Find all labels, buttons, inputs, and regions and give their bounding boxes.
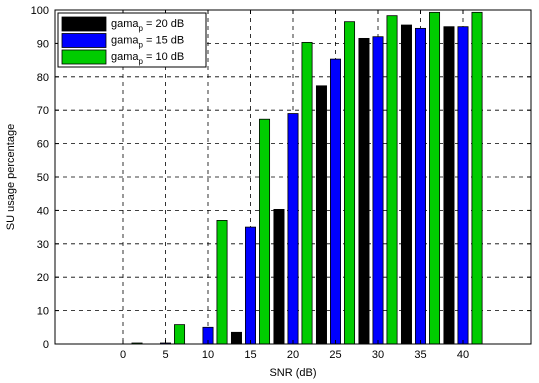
legend-swatch xyxy=(61,49,107,65)
bar-series-3 xyxy=(259,118,271,345)
y-tick-label: 40 xyxy=(37,205,49,217)
bar-series-2 xyxy=(287,113,299,345)
legend-entry-label: gamap = 20 dB xyxy=(111,18,184,33)
x-tick-label: 15 xyxy=(244,349,256,361)
bar-series-3 xyxy=(174,324,186,345)
bar-series-3 xyxy=(216,220,228,345)
y-tick-label: 10 xyxy=(37,306,49,318)
bar-series-1 xyxy=(443,26,455,345)
x-tick-label: 25 xyxy=(329,349,341,361)
bar-series-1 xyxy=(358,37,370,345)
bar-series-1 xyxy=(273,208,285,345)
y-tick-label: 0 xyxy=(43,339,49,351)
bar-series-1 xyxy=(315,85,327,345)
x-tick-label: 10 xyxy=(202,349,214,361)
y-tick-label: 70 xyxy=(37,105,49,117)
y-tick-label: 50 xyxy=(37,172,49,184)
x-tick-label: 30 xyxy=(372,349,384,361)
y-tick-label: 60 xyxy=(37,139,49,151)
x-tick-label: 35 xyxy=(414,349,426,361)
x-tick-label: 20 xyxy=(287,349,299,361)
y-tick-label: 80 xyxy=(37,72,49,84)
bar-series-2 xyxy=(372,36,384,345)
axis-ticks: 0 10 20 30 40 50 60 70 80 90 100 0 5 10 15 20 25 30 35 40 xyxy=(31,5,531,361)
bar-series-2 xyxy=(414,27,426,345)
bar-series-3 xyxy=(344,21,356,345)
legend-entry-label: gamap = 15 dB xyxy=(111,35,184,50)
x-axis-label: SNR (dB) xyxy=(269,367,316,379)
bar-series-3 xyxy=(301,41,313,345)
bars xyxy=(131,11,483,345)
bar-series-2 xyxy=(329,58,341,345)
bar-series-2 xyxy=(457,26,469,345)
bar-series-1 xyxy=(400,24,412,345)
legend-swatch xyxy=(61,16,107,32)
legend-entry-label: gamap = 10 dB xyxy=(111,51,184,66)
y-tick-label: 20 xyxy=(37,272,49,284)
bar-series-2 xyxy=(244,226,256,345)
x-tick-label: 0 xyxy=(120,349,126,361)
x-tick-label: 5 xyxy=(162,349,168,361)
bar-series-3 xyxy=(471,11,483,345)
y-tick-label: 30 xyxy=(37,239,49,251)
y-axis-label: SU usage percentage xyxy=(5,124,17,230)
x-tick-label: 40 xyxy=(457,349,469,361)
y-tick-label: 90 xyxy=(37,38,49,50)
y-tick-label: 100 xyxy=(31,5,49,17)
bar-series-1 xyxy=(230,331,242,345)
legend-swatch xyxy=(61,33,107,48)
bar-series-3 xyxy=(429,11,441,345)
bar-series-3 xyxy=(386,15,398,345)
